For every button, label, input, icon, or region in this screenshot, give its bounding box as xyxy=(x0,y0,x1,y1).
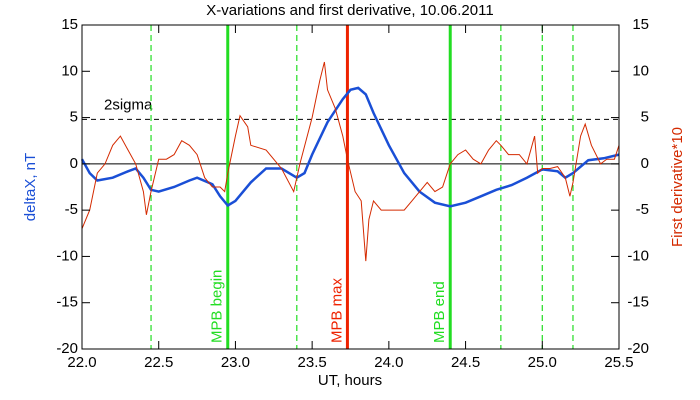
x-tick-label: 24.0 xyxy=(374,354,403,371)
x-tick-label: 25.5 xyxy=(604,354,633,371)
y2-tick-label: 5 xyxy=(641,109,649,126)
y2-tick-label: 0 xyxy=(641,155,649,172)
x-tick-label: 22.0 xyxy=(67,354,96,371)
y2-tick-label: -10 xyxy=(627,247,649,264)
event-label: MPB begin xyxy=(209,270,226,343)
y2-axis-label: First derivative*10 xyxy=(669,127,686,247)
data-line xyxy=(81,61,620,262)
y2-tick-label: 10 xyxy=(632,62,649,79)
y-tick-label: 5 xyxy=(70,109,78,126)
y-tick-label: -20 xyxy=(56,340,78,357)
data-line xyxy=(80,86,620,208)
y-tick-label: -10 xyxy=(56,247,78,264)
y-tick-label: 15 xyxy=(61,16,78,33)
y-tick-label: 0 xyxy=(70,155,78,172)
x-axis-label: UT, hours xyxy=(318,372,382,389)
x-tick-label: 24.5 xyxy=(451,354,480,371)
reference-label: 2sigma xyxy=(104,96,153,113)
y2-tick-label: 15 xyxy=(632,16,649,33)
chart-title: X-variations and first derivative, 10.06… xyxy=(206,2,493,19)
y-tick-label: -15 xyxy=(56,294,78,311)
plot-frame xyxy=(81,24,620,350)
y-tick-label: 10 xyxy=(61,62,78,79)
y2-tick-label: -15 xyxy=(627,294,649,311)
y-tick-label: -5 xyxy=(65,201,78,218)
event-label: MPB end xyxy=(431,281,448,343)
x-tick-label: 22.5 xyxy=(144,354,173,371)
y2-tick-label: -20 xyxy=(627,340,649,357)
x-tick-label: 25.0 xyxy=(528,354,557,371)
x-tick-label: 23.5 xyxy=(298,354,327,371)
event-label: MPB max xyxy=(328,277,345,343)
x-tick-label: 23.0 xyxy=(221,354,250,371)
y-axis-label: deltaX, nT xyxy=(22,153,39,221)
y2-tick-label: -5 xyxy=(636,201,649,218)
